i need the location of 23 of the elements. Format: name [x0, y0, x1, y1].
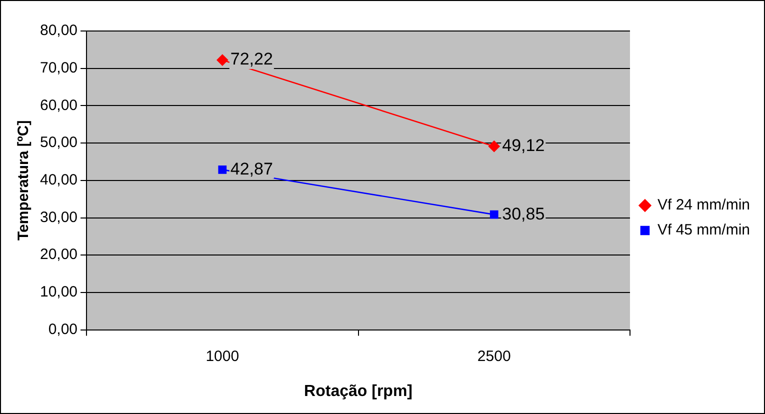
y-tick-label: 30,00 — [40, 208, 78, 226]
data-label: 42,87 — [230, 159, 273, 178]
x-axis-title: Rotação [rpm] — [304, 382, 412, 400]
point — [490, 210, 498, 219]
x-tick-label: 1000 — [206, 348, 240, 365]
y-tick-label: 10,00 — [40, 284, 78, 301]
data-label: 72,22 — [230, 50, 273, 69]
y-tick-label: 20,00 — [40, 246, 78, 264]
y-tick-label: 70,00 — [40, 59, 78, 76]
y-axis-title: Temperatura [ºC] — [15, 120, 32, 241]
y-tick-label: 60,00 — [40, 96, 78, 114]
y-tick-label: 50,00 — [40, 134, 78, 152]
y-tick-label: 0,00 — [48, 320, 78, 338]
y-tick-label: 40,00 — [40, 172, 78, 189]
legend-label: Vf 24 mm/min — [657, 196, 750, 214]
x-tick-label: 2500 — [477, 348, 511, 365]
point — [216, 54, 228, 66]
data-label: 49,12 — [502, 136, 545, 156]
data-label: 30,85 — [502, 204, 545, 224]
legend-label: Vf 45 mm/min — [657, 222, 750, 239]
point — [218, 165, 227, 174]
y-tick-label: 80,00 — [40, 22, 78, 40]
point — [488, 140, 500, 152]
